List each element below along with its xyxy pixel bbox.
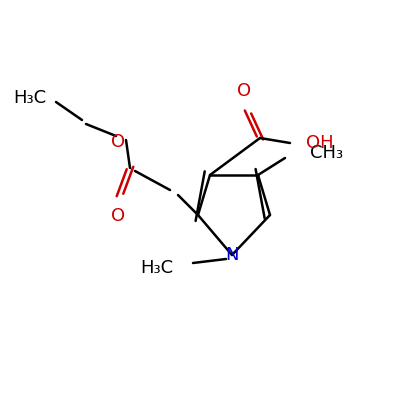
Text: O: O bbox=[111, 133, 125, 151]
Text: H₃C: H₃C bbox=[140, 259, 173, 277]
Text: O: O bbox=[111, 207, 125, 225]
Text: OH: OH bbox=[306, 134, 334, 152]
Text: CH₃: CH₃ bbox=[310, 144, 343, 162]
Text: H₃C: H₃C bbox=[13, 89, 46, 107]
Text: N: N bbox=[225, 246, 239, 264]
Text: O: O bbox=[237, 82, 251, 100]
